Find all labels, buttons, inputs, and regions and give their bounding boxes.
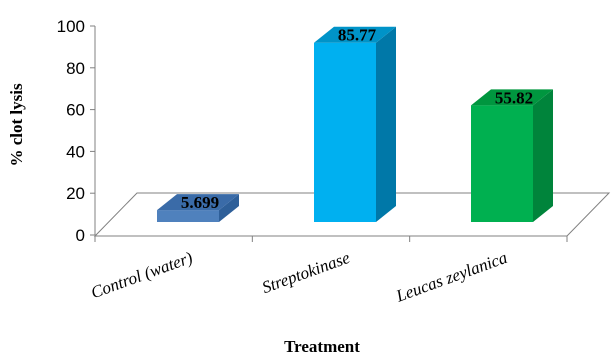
x-axis-title: Treatment: [284, 337, 360, 356]
y-tick-label: 20: [66, 184, 85, 203]
y-tick-label: 100: [57, 17, 85, 36]
bar-front-face: [314, 42, 376, 223]
y-tick-label: 60: [66, 101, 85, 120]
bar-front-face: [157, 210, 219, 222]
y-tick-label: 0: [76, 226, 85, 245]
category-label: Streptokinase: [260, 248, 353, 297]
category-label: Control (water): [88, 248, 195, 302]
bar: [314, 26, 396, 223]
bar-front-face: [471, 105, 533, 222]
category-labels: Control (water) Streptokinase Leucas zeyla…: [88, 248, 509, 306]
y-tick-label: 80: [66, 59, 85, 78]
bar-top-face: [471, 89, 553, 106]
y-tick-label: 40: [66, 142, 85, 161]
x-axis: [94, 236, 568, 242]
bar-side-face: [533, 89, 553, 222]
y-axis-title: % clot lysis: [7, 83, 26, 166]
data-label: 85.77: [338, 26, 377, 45]
bar-side-face: [376, 26, 396, 223]
data-labels: 5.699 85.77 55.82: [181, 26, 533, 212]
bar-top-face: [157, 194, 239, 211]
data-label: 5.699: [181, 193, 219, 212]
bar: [157, 194, 239, 222]
bar-top-face: [314, 26, 396, 43]
bars: [157, 26, 553, 223]
data-label: 55.82: [495, 88, 533, 107]
bar: [471, 89, 553, 222]
y-axis: 0 20 40 60 80 100: [57, 17, 96, 245]
category-label: Leucas zeylanica: [393, 248, 510, 306]
bar-side-face: [219, 194, 239, 222]
